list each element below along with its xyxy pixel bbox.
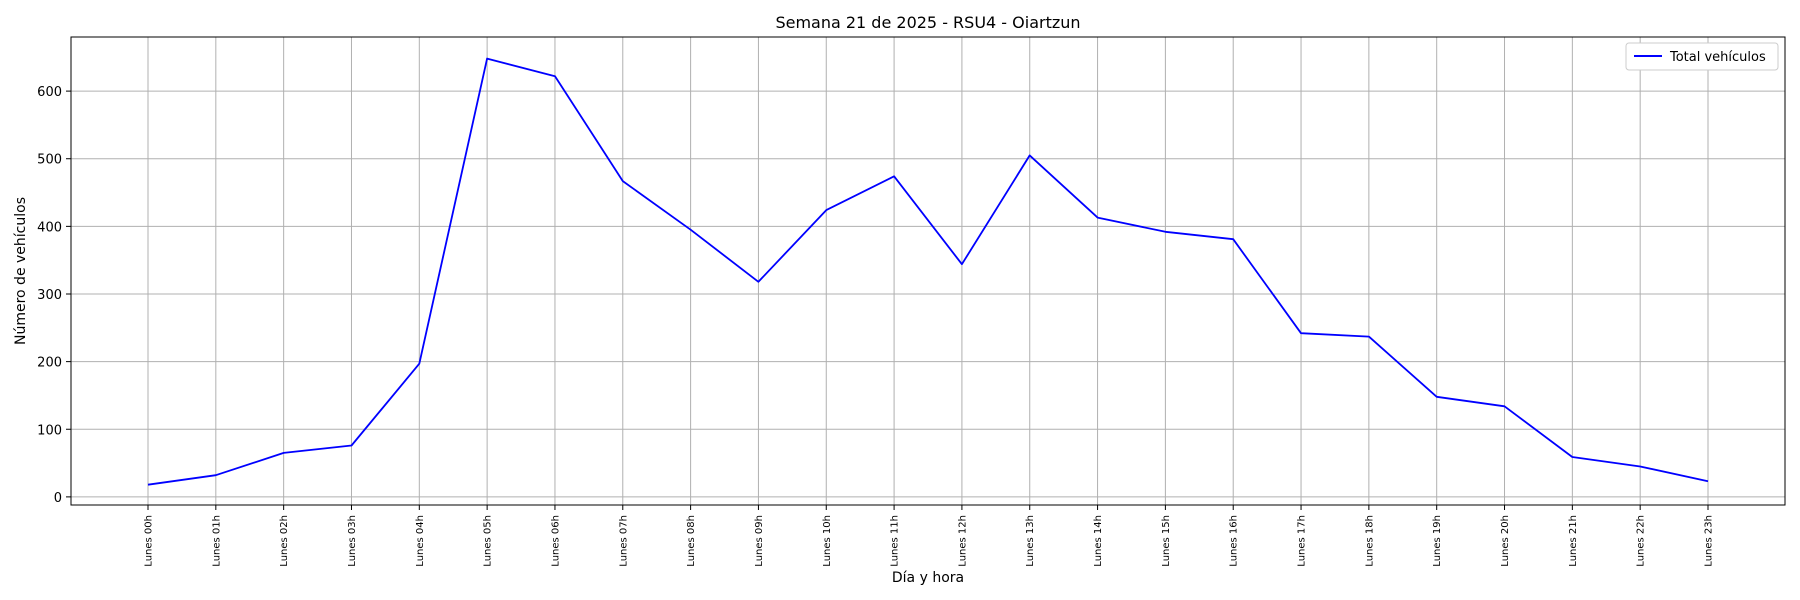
y-tick-label: 200 [37,356,62,371]
plot-area-frame [70,36,1786,506]
x-tick-label: Lunes 21h [1568,515,1579,567]
x-axis-ticks: Lunes 00h Lunes 01h Lunes 02h Lunes 03h Lune… [144,505,1715,567]
x-axis-title: Día y hora [892,570,964,586]
x-tick-label: Lunes 12h [957,515,968,567]
series-line [147,57,1709,486]
x-tick-label: Lunes 17h [1297,515,1308,567]
x-tick-label: Lunes 09h [754,515,765,567]
x-tick-label: Lunes 18h [1364,515,1375,567]
y-tick-label: 300 [37,288,62,303]
x-tick-label: Lunes 22h [1636,515,1647,567]
legend: Total vehículos [1625,42,1779,71]
x-tick-label: Lunes 14h [1093,515,1104,567]
x-tick-label: Lunes 10h [822,515,833,567]
y-axis-ticks: 0 100 200 300 400 500 600 [37,85,71,506]
x-tick-label: Lunes 05h [483,515,494,567]
x-tick-label: Lunes 00h [144,515,155,567]
x-tick-label: Lunes 08h [686,515,697,567]
x-tick-label: Lunes 11h [890,515,901,567]
x-tick-label: Lunes 19h [1432,515,1443,567]
x-tick-label: Lunes 07h [618,515,629,567]
x-tick-label: Lunes 20h [1500,515,1511,567]
x-tick-label: Lunes 06h [550,515,561,567]
y-tick-label: 100 [37,423,62,438]
x-tick-label: Lunes 04h [415,515,426,567]
x-tick-label: Lunes 15h [1161,515,1172,567]
x-tick-label: Lunes 23h [1704,515,1715,567]
legend-box [1625,42,1779,71]
y-tick-label: 500 [37,153,62,168]
x-tick-label: Lunes 01h [211,515,222,567]
series-lines [147,57,1709,486]
x-tick-label: Lunes 13h [1025,515,1036,567]
y-tick-label: 600 [37,85,62,100]
x-tick-label: Lunes 02h [279,515,290,567]
legend-label-total-vehiculos: Total vehículos [1669,50,1766,65]
y-tick-label: 0 [54,491,62,506]
y-axis-title: Número de vehículos [13,197,29,345]
x-tick-label: Lunes 03h [347,515,358,567]
y-tick-label: 400 [37,220,62,235]
grid-lines [71,37,1785,505]
chart-title: Semana 21 de 2025 - RSU4 - Oiartzun [775,13,1080,32]
x-tick-label: Lunes 16h [1229,515,1240,567]
